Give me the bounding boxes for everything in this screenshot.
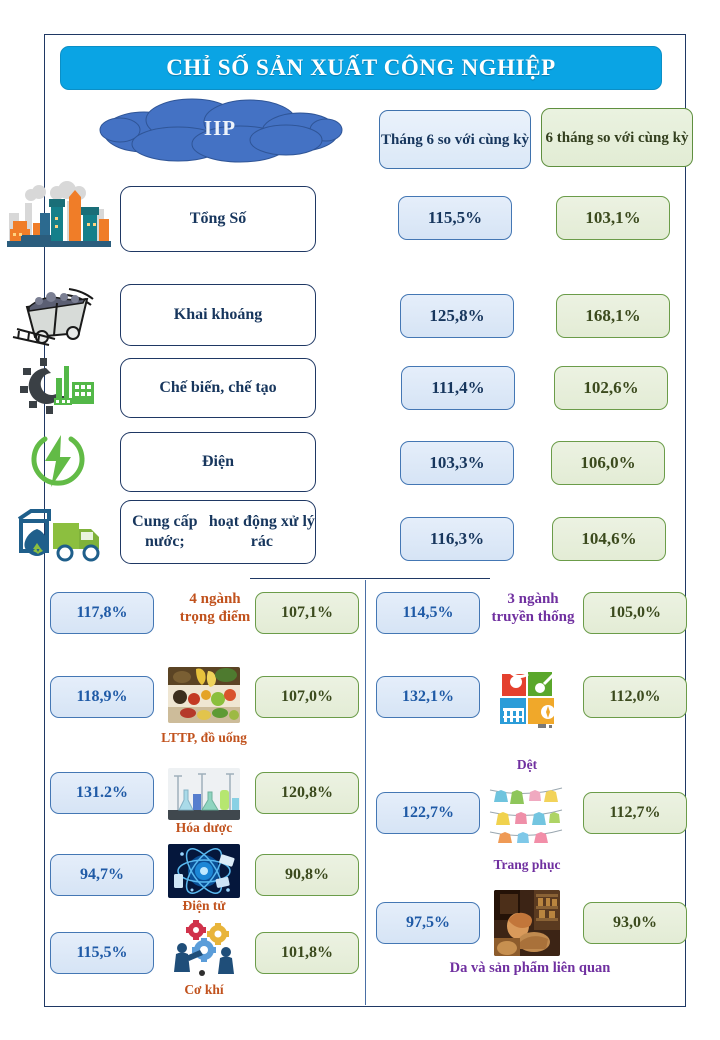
header-halfyear-compare: 6 tháng so với cùng kỳ bbox=[541, 108, 693, 167]
group-title-line1: 4 ngành bbox=[189, 591, 241, 607]
row-half-co-khi: 101,8% bbox=[255, 932, 359, 974]
lightning-bolt-icon bbox=[31, 435, 85, 487]
cloud-label: IIP bbox=[203, 116, 237, 140]
value-half-dien: 106,0% bbox=[551, 441, 665, 485]
value-month-cung-cap-nuoc: 116,3% bbox=[400, 517, 514, 561]
group-title-traditional-industries: 3 ngành truyền thống bbox=[478, 590, 588, 626]
value-month-dien: 103,3% bbox=[400, 441, 514, 485]
group-month-key: 117,8% bbox=[50, 592, 154, 634]
icon-factory-complex bbox=[3, 181, 115, 254]
textile-photo bbox=[492, 668, 562, 730]
icon-mining-cart bbox=[3, 280, 115, 350]
row-month-co-khi: 115,5% bbox=[50, 932, 154, 974]
row-month-lttp: 118,9% bbox=[50, 676, 154, 718]
caption-co-khi: Cơ khí bbox=[184, 982, 224, 997]
row-half-hoa-duoc: 120,8% bbox=[255, 772, 359, 814]
caption-trang-phuc: Trang phục bbox=[493, 857, 561, 872]
row-label-tong-so: Tổng Số bbox=[120, 186, 316, 252]
cloud-shape-icon bbox=[99, 98, 343, 163]
factory-complex-icon bbox=[7, 181, 111, 247]
row-month-det: 132,1% bbox=[376, 676, 480, 718]
leather-workshop-photo bbox=[494, 890, 560, 956]
value-half-tong-so: 103,1% bbox=[556, 196, 670, 240]
row-month-hoa-duoc: 131.2% bbox=[50, 772, 154, 814]
icon-water-waste bbox=[3, 505, 115, 567]
leather-workshop-icon bbox=[494, 890, 560, 956]
mechanical-gears-icon bbox=[174, 920, 234, 976]
group-month-traditional: 114,5% bbox=[376, 592, 480, 634]
row-half-trang-phuc: 112,7% bbox=[583, 792, 687, 834]
row-half-dien-tu: 90,8% bbox=[255, 854, 359, 896]
value-month-che-bien: 111,4% bbox=[401, 366, 515, 410]
row-half-lttp: 107,0% bbox=[255, 676, 359, 718]
chemistry-lab-icon bbox=[168, 768, 240, 820]
clothing-line-photo bbox=[488, 782, 564, 844]
garbage-truck-icon bbox=[17, 509, 100, 562]
row-label-dien: Điện bbox=[120, 432, 316, 492]
iip-cloud: IIP bbox=[99, 96, 343, 166]
group-title-line1: 3 ngành bbox=[507, 591, 559, 607]
group-title-line2: trọng điểm bbox=[179, 609, 251, 625]
group-title-key-industries: 4 ngành trọng điểm bbox=[160, 590, 270, 626]
value-half-che-bien: 102,6% bbox=[554, 366, 668, 410]
caption-hoa-duoc: Hóa dược bbox=[175, 820, 233, 835]
row-label-line1: Cung cấp nước; bbox=[132, 513, 198, 550]
section-divider-vertical bbox=[365, 580, 366, 1005]
value-half-khai-khoang: 168,1% bbox=[556, 294, 670, 338]
caption-da: Da và sản phẩm liên quan bbox=[449, 960, 611, 976]
food-beverage-photo bbox=[168, 667, 240, 723]
mining-cart-icon bbox=[12, 288, 94, 346]
gear-factory-icon bbox=[20, 358, 94, 414]
row-label-khai-khoang: Khai khoáng bbox=[120, 284, 316, 346]
row-half-det: 112,0% bbox=[583, 676, 687, 718]
group-half-key: 107,1% bbox=[255, 592, 359, 634]
row-half-da: 93,0% bbox=[583, 902, 687, 944]
icon-electricity bbox=[3, 430, 115, 492]
chemistry-lab-photo bbox=[168, 768, 240, 820]
caption-dien-tu: Điện tử bbox=[182, 898, 226, 913]
row-label-cung-cap-nuoc: Cung cấp nước; hoạt động xử lý rác bbox=[120, 500, 316, 564]
value-month-tong-so: 115,5% bbox=[398, 196, 512, 240]
icon-gear-factory bbox=[3, 355, 115, 417]
caption-lttp: LTTP, đồ uống bbox=[161, 730, 247, 745]
clothing-line-icon bbox=[488, 782, 564, 844]
value-month-khai-khoang: 125,8% bbox=[400, 294, 514, 338]
header-month-compare: Tháng 6 so với cùng kỳ bbox=[379, 110, 531, 169]
mechanical-gears-photo bbox=[168, 920, 240, 978]
row-month-trang-phuc: 122,7% bbox=[376, 792, 480, 834]
row-label-che-bien: Chế biến, chế tạo bbox=[120, 358, 316, 418]
page-title: CHỈ SỐ SẢN XUẤT CÔNG NGHIỆP bbox=[60, 46, 662, 90]
textile-icon bbox=[492, 668, 562, 730]
row-label-line2: hoạt động xử lý rác bbox=[208, 513, 315, 550]
group-half-traditional: 105,0% bbox=[583, 592, 687, 634]
electronics-icon bbox=[168, 844, 240, 898]
section-divider-horizontal bbox=[250, 578, 490, 579]
value-half-cung-cap-nuoc: 104,6% bbox=[552, 517, 666, 561]
electronics-photo bbox=[168, 844, 240, 898]
food-beverage-icon bbox=[168, 667, 240, 723]
group-title-line2: truyền thống bbox=[491, 609, 575, 625]
row-month-da: 97,5% bbox=[376, 902, 480, 944]
caption-det: Dệt bbox=[516, 757, 538, 772]
row-month-dien-tu: 94,7% bbox=[50, 854, 154, 896]
